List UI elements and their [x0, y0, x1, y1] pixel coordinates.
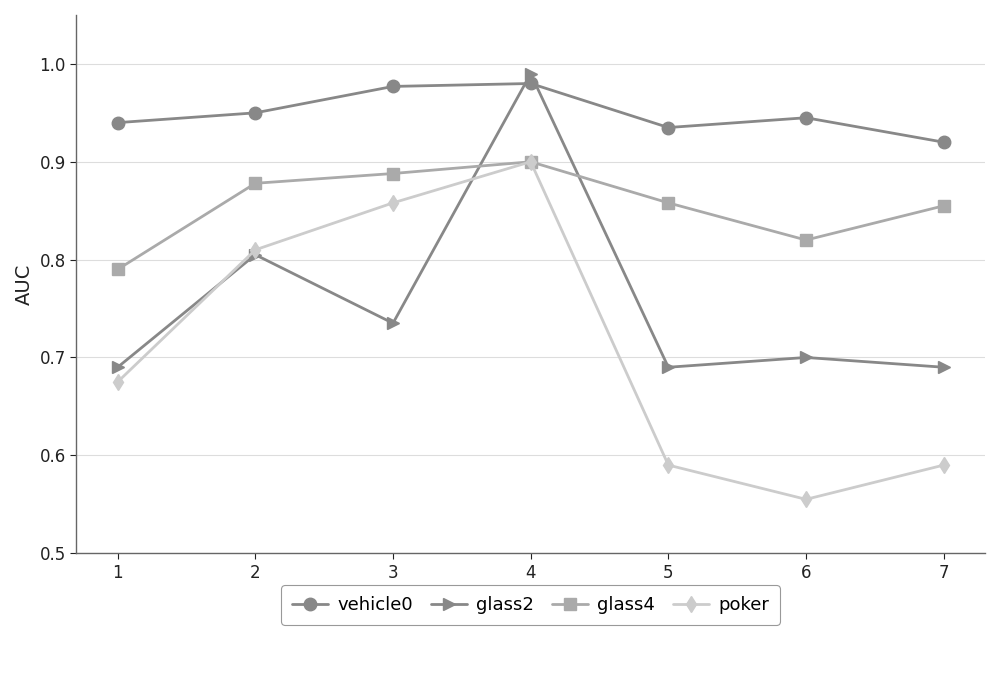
- glass2: [249, 251, 261, 259]
- glass4: [249, 179, 261, 188]
- poker: [938, 461, 950, 469]
- vehicle0: [525, 79, 537, 88]
- glass4: [800, 236, 812, 244]
- glass2: [938, 363, 950, 371]
- Y-axis label: AUC: AUC: [15, 263, 34, 305]
- Line: vehicle0: vehicle0: [111, 77, 950, 149]
- glass2: [525, 70, 537, 78]
- glass4: [112, 265, 124, 274]
- Line: glass2: glass2: [111, 67, 950, 373]
- poker: [800, 495, 812, 503]
- Legend: vehicle0, glass2, glass4, poker: vehicle0, glass2, glass4, poker: [281, 585, 780, 625]
- vehicle0: [112, 118, 124, 126]
- Line: poker: poker: [112, 156, 949, 505]
- glass2: [800, 353, 812, 361]
- glass2: [387, 319, 399, 327]
- glass4: [662, 199, 674, 207]
- vehicle0: [938, 138, 950, 147]
- glass2: [662, 363, 674, 371]
- glass2: [112, 363, 124, 371]
- vehicle0: [800, 113, 812, 122]
- Line: glass4: glass4: [112, 156, 949, 275]
- poker: [662, 461, 674, 469]
- vehicle0: [662, 123, 674, 131]
- vehicle0: [249, 108, 261, 117]
- poker: [112, 378, 124, 386]
- poker: [249, 245, 261, 254]
- poker: [387, 199, 399, 207]
- glass4: [387, 170, 399, 178]
- glass4: [525, 158, 537, 166]
- vehicle0: [387, 82, 399, 90]
- glass4: [938, 202, 950, 210]
- poker: [525, 158, 537, 166]
